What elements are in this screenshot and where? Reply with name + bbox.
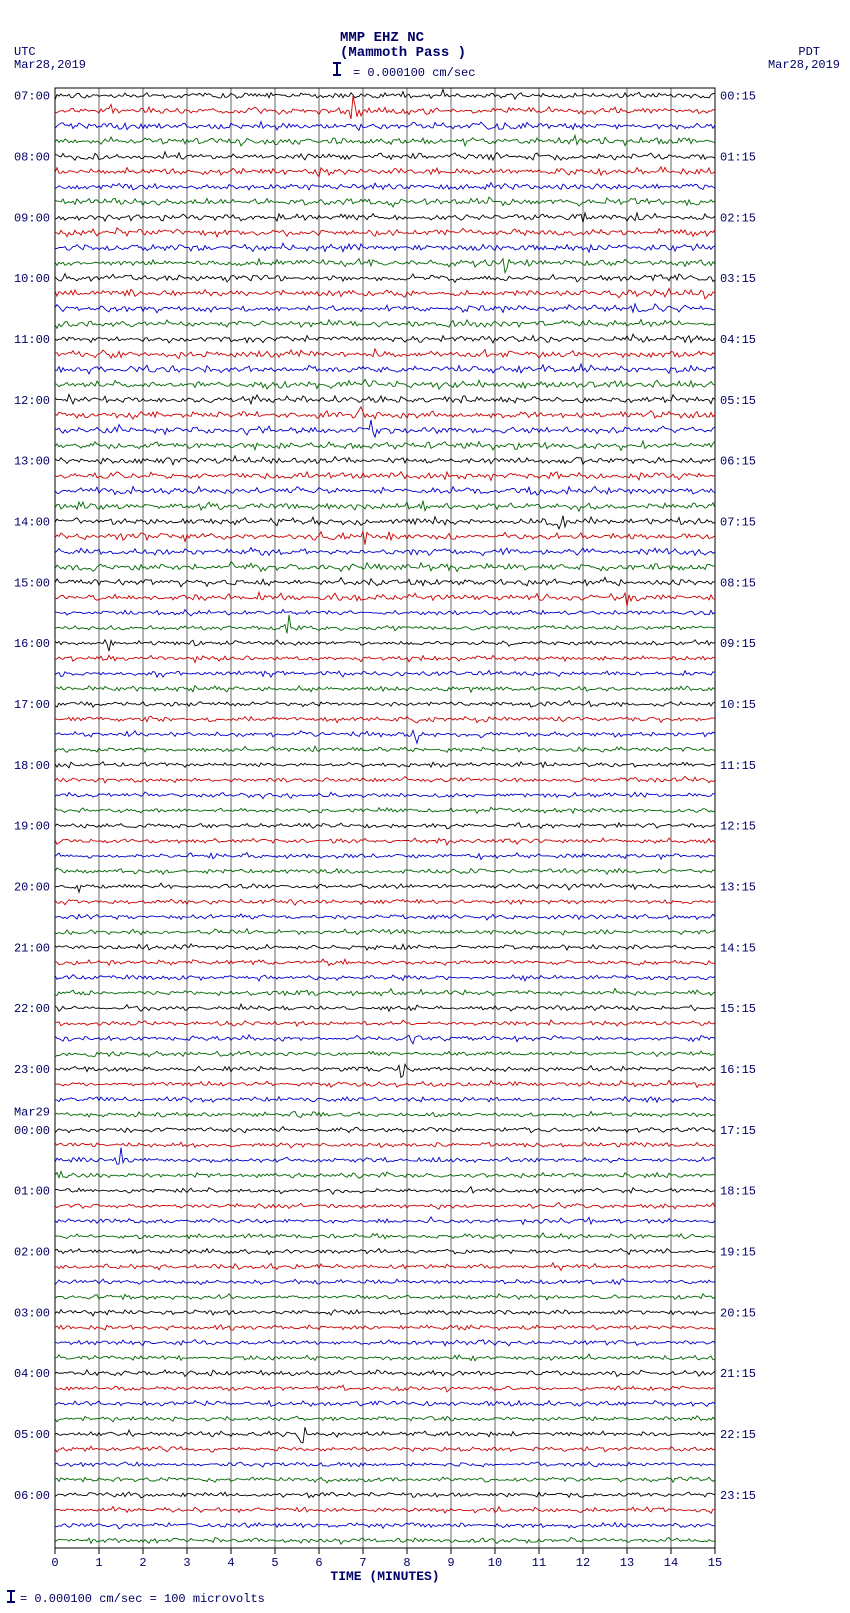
pdt-time-label: 01:15 — [720, 150, 756, 164]
utc-time-label: 18:00 — [14, 759, 50, 773]
x-tick-label: 14 — [664, 1556, 678, 1570]
pdt-time-label: 04:15 — [720, 333, 756, 347]
pdt-time-label: 00:15 — [720, 90, 756, 104]
pdt-time-label: 14:15 — [720, 941, 756, 955]
utc-time-label: 02:00 — [14, 1245, 50, 1259]
x-axis-title: TIME (MINUTES) — [330, 1569, 439, 1584]
pdt-time-label: 18:15 — [720, 1185, 756, 1199]
x-tick-label: 11 — [532, 1556, 546, 1570]
x-tick-label: 15 — [708, 1556, 722, 1570]
utc-time-label: 00:00 — [14, 1124, 50, 1138]
pdt-time-label: 22:15 — [720, 1428, 756, 1442]
utc-time-label: Mar29 — [14, 1106, 50, 1120]
x-tick-label: 13 — [620, 1556, 634, 1570]
utc-time-label: 13:00 — [14, 455, 50, 469]
pdt-time-label: 03:15 — [720, 272, 756, 286]
pdt-time-label: 09:15 — [720, 637, 756, 651]
utc-time-label: 16:00 — [14, 637, 50, 651]
pdt-time-label: 23:15 — [720, 1489, 756, 1503]
x-tick-label: 7 — [359, 1556, 366, 1570]
x-tick-label: 2 — [139, 1556, 146, 1570]
x-tick-label: 5 — [271, 1556, 278, 1570]
pdt-time-label: 05:15 — [720, 394, 756, 408]
x-tick-label: 3 — [183, 1556, 190, 1570]
pdt-time-label: 16:15 — [720, 1063, 756, 1077]
pdt-time-label: 19:15 — [720, 1245, 756, 1259]
utc-time-label: 11:00 — [14, 333, 50, 347]
utc-time-label: 08:00 — [14, 150, 50, 164]
utc-time-label: 12:00 — [14, 394, 50, 408]
utc-time-label: 06:00 — [14, 1489, 50, 1503]
x-tick-label: 6 — [315, 1556, 322, 1570]
utc-time-label: 03:00 — [14, 1306, 50, 1320]
utc-time-label: 04:00 — [14, 1367, 50, 1381]
utc-time-label: 23:00 — [14, 1063, 50, 1077]
pdt-time-label: 13:15 — [720, 880, 756, 894]
x-tick-label: 9 — [447, 1556, 454, 1570]
pdt-time-label: 11:15 — [720, 759, 756, 773]
pdt-time-label: 15:15 — [720, 1002, 756, 1016]
utc-time-label: 19:00 — [14, 820, 50, 834]
pdt-time-label: 12:15 — [720, 820, 756, 834]
x-tick-label: 1 — [95, 1556, 102, 1570]
x-tick-label: 10 — [488, 1556, 502, 1570]
utc-time-label: 01:00 — [14, 1185, 50, 1199]
x-tick-label: 4 — [227, 1556, 234, 1570]
utc-time-label: 07:00 — [14, 90, 50, 104]
pdt-time-label: 07:15 — [720, 515, 756, 529]
utc-time-label: 17:00 — [14, 698, 50, 712]
pdt-time-label: 10:15 — [720, 698, 756, 712]
x-tick-label: 0 — [51, 1556, 58, 1570]
utc-time-label: 09:00 — [14, 211, 50, 225]
pdt-time-label: 20:15 — [720, 1306, 756, 1320]
seismograph-container: MMP EHZ NC (Mammoth Pass ) = 0.000100 cm… — [0, 0, 850, 1613]
utc-time-label: 20:00 — [14, 880, 50, 894]
pdt-time-label: 08:15 — [720, 576, 756, 590]
seismograph-plot: 0123456789101112131415TIME (MINUTES)07:0… — [0, 0, 850, 1613]
utc-time-label: 10:00 — [14, 272, 50, 286]
pdt-time-label: 17:15 — [720, 1124, 756, 1138]
utc-time-label: 21:00 — [14, 941, 50, 955]
utc-time-label: 14:00 — [14, 515, 50, 529]
utc-time-label: 15:00 — [14, 576, 50, 590]
x-tick-label: 8 — [403, 1556, 410, 1570]
utc-time-label: 05:00 — [14, 1428, 50, 1442]
pdt-time-label: 21:15 — [720, 1367, 756, 1381]
utc-time-label: 22:00 — [14, 1002, 50, 1016]
x-tick-label: 12 — [576, 1556, 590, 1570]
pdt-time-label: 06:15 — [720, 455, 756, 469]
pdt-time-label: 02:15 — [720, 211, 756, 225]
